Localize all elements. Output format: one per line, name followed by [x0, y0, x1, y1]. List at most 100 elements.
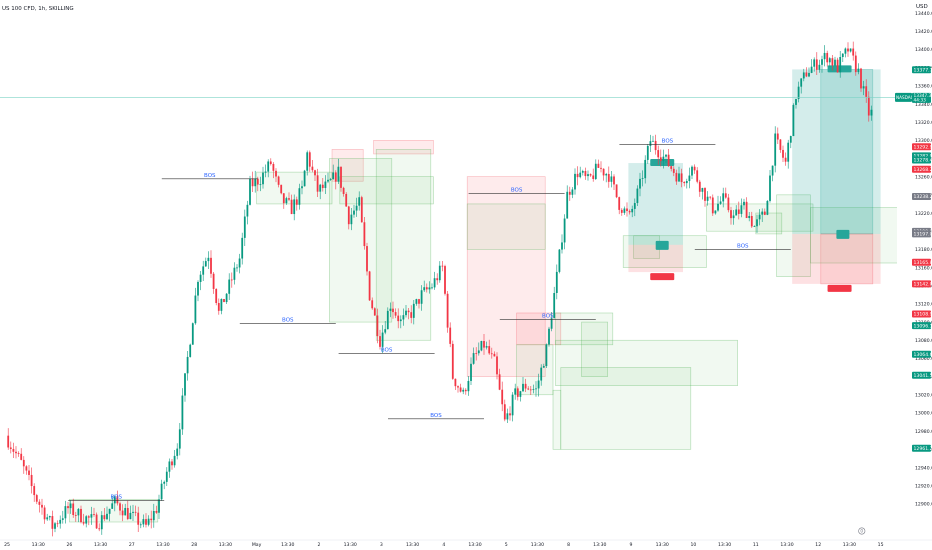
- position-stop-zone-0: [792, 233, 881, 284]
- candle-body: [449, 327, 452, 344]
- price-tick-label: 13080.0: [915, 338, 932, 344]
- candle-body: [540, 367, 543, 381]
- scroll-to-realtime-button[interactable]: [858, 527, 866, 535]
- candle-body: [657, 150, 660, 158]
- candle-body: [579, 172, 582, 178]
- candle-body: [35, 495, 38, 502]
- candle-body: [813, 59, 816, 67]
- candle-body: [282, 193, 285, 204]
- candle-body: [810, 66, 813, 73]
- candle-body: [397, 315, 400, 322]
- candle-body: [191, 323, 194, 345]
- candle-body: [771, 165, 774, 176]
- candle-body: [436, 278, 439, 281]
- candle-body: [376, 315, 379, 337]
- time-tick-label: 12: [815, 542, 821, 548]
- candle-body: [519, 391, 522, 397]
- candle-body: [256, 178, 259, 185]
- candle-body: [142, 519, 145, 525]
- candle-body: [324, 181, 327, 189]
- candle-body: [17, 453, 20, 455]
- candle-body: [670, 166, 673, 169]
- time-tick-label: 13:30: [780, 542, 793, 548]
- time-tick-label: 13:30: [32, 542, 45, 548]
- time-tick-label: 10: [690, 542, 696, 548]
- candle-body: [600, 167, 602, 169]
- candle-body: [792, 104, 795, 137]
- candle-body: [529, 389, 532, 391]
- candle-body: [441, 265, 444, 267]
- candle-body: [308, 152, 311, 167]
- candle-body: [545, 344, 548, 367]
- candle-body: [654, 140, 657, 151]
- time-tick-label: 2: [318, 542, 321, 548]
- candle-body: [428, 287, 431, 290]
- candle-body: [264, 171, 267, 173]
- candle-body: [706, 196, 709, 201]
- candle-body: [836, 59, 839, 73]
- candle-body: [821, 59, 823, 65]
- candle-body: [737, 209, 740, 214]
- candle-body: [25, 466, 28, 471]
- candle-body: [431, 287, 433, 289]
- candle-body: [613, 176, 615, 185]
- candle-body: [628, 211, 631, 213]
- price-axis-tag: [912, 192, 931, 200]
- bos-label-7: BOS: [662, 138, 674, 144]
- candle-body: [467, 380, 470, 392]
- candle-body: [272, 163, 275, 171]
- candle-body: [249, 178, 251, 205]
- candle-body: [129, 512, 132, 520]
- price-axis-tag: [912, 371, 931, 379]
- candle-body: [111, 503, 114, 509]
- candle-body: [95, 514, 98, 529]
- candle-body: [805, 72, 808, 77]
- candle-body: [571, 189, 574, 195]
- time-tick-label: 4: [442, 542, 445, 548]
- price-tick-label: 13300.0: [915, 138, 932, 144]
- candle-body: [587, 174, 589, 177]
- candle-body: [717, 203, 719, 211]
- candle-body: [204, 261, 207, 267]
- price-axis-tag: [912, 66, 931, 74]
- candle-body: [782, 149, 784, 158]
- candle-body: [490, 353, 493, 355]
- price-tick-label: 12980.0: [915, 429, 932, 435]
- candle-body: [756, 219, 758, 227]
- candle-body: [766, 200, 769, 215]
- price-axis[interactable]: 13440.013420.013400.013380.013360.013340…: [895, 0, 932, 550]
- bos-layer: BOS BOS BOS BOS BOS BOS BOS BOS BOS: [68, 138, 791, 501]
- candle-body: [678, 173, 680, 182]
- candle-body: [41, 504, 43, 508]
- candle-body: [527, 388, 530, 390]
- candle-body: [685, 181, 688, 184]
- candle-body: [20, 453, 23, 460]
- candle-body: [350, 214, 353, 225]
- candle-body: [477, 350, 480, 354]
- price-axis-tag: [912, 230, 931, 238]
- candles-layer: [7, 41, 873, 537]
- candle-body: [238, 258, 241, 268]
- candle-body: [210, 257, 212, 274]
- candle-body: [337, 166, 340, 182]
- time-tick-label: 3: [380, 542, 383, 548]
- candle-body: [103, 515, 106, 520]
- price-tick-label: 13120.0: [915, 302, 932, 308]
- time-axis[interactable]: 25 13:30 26 13:30 27 13:30 28 13:30 May 13:30 2 13:…: [0, 527, 932, 548]
- candle-body: [243, 216, 246, 238]
- zone-rect-2: [331, 149, 364, 182]
- candle-body: [373, 308, 376, 316]
- candle-body: [392, 308, 394, 313]
- candle-body: [516, 388, 519, 397]
- zone-rect-14: [560, 367, 692, 450]
- candle-body: [849, 48, 852, 52]
- candle-body: [254, 178, 257, 187]
- zone-rect-10: [516, 344, 554, 396]
- candle-body: [345, 193, 348, 207]
- candle-body: [288, 198, 290, 200]
- price-axis-tag-label: 13165.8: [914, 260, 932, 266]
- candle-body: [340, 166, 342, 188]
- candle-body: [610, 176, 613, 182]
- candle-body: [54, 523, 56, 529]
